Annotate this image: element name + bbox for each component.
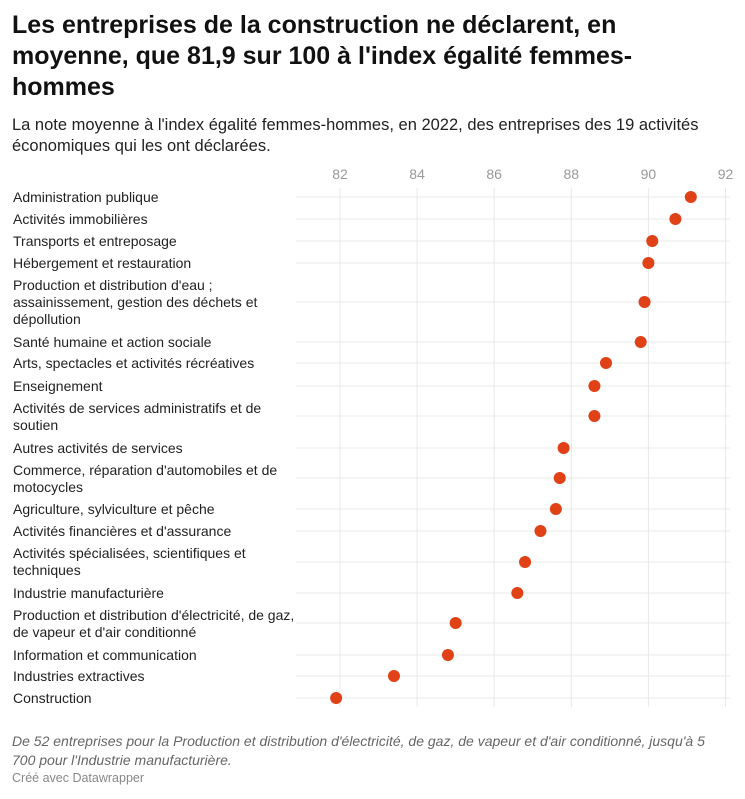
data-point[interactable] bbox=[534, 525, 547, 537]
data-point[interactable] bbox=[684, 191, 697, 203]
data-point[interactable] bbox=[669, 213, 682, 225]
category-label: Industrie manufacturière bbox=[13, 585, 164, 601]
category-label: Production et distribution d'eau ; assai… bbox=[13, 277, 258, 327]
x-tick-label: 82 bbox=[332, 166, 348, 182]
category-label: Activités financières et d'assurance bbox=[13, 523, 232, 539]
chart-title: Les entreprises de la construction ne dé… bbox=[12, 11, 633, 101]
category-label: Hébergement et restauration bbox=[13, 255, 192, 271]
data-point[interactable] bbox=[330, 692, 343, 704]
credit-link[interactable]: Créé avec Datawrapper bbox=[12, 771, 145, 785]
category-label: Administration publique bbox=[13, 189, 159, 205]
data-point[interactable] bbox=[441, 649, 454, 661]
data-point[interactable] bbox=[638, 296, 651, 308]
data-point[interactable] bbox=[511, 587, 524, 599]
x-tick-label: 92 bbox=[717, 166, 734, 182]
data-point[interactable] bbox=[519, 556, 532, 568]
category-label: Industries extractives bbox=[13, 668, 145, 684]
data-point[interactable] bbox=[642, 257, 655, 269]
x-tick-label: 86 bbox=[486, 166, 502, 182]
data-point[interactable] bbox=[557, 442, 570, 454]
data-point[interactable] bbox=[588, 380, 601, 392]
category-label: Enseignement bbox=[13, 378, 103, 394]
category-label: Production et distribution d'électricité… bbox=[13, 607, 295, 640]
data-point[interactable] bbox=[387, 670, 400, 682]
data-point[interactable] bbox=[588, 410, 601, 422]
category-label: Activités spécialisées, scientifiques et… bbox=[13, 545, 246, 578]
category-label: Autres activités de services bbox=[13, 440, 183, 456]
category-label: Construction bbox=[13, 690, 92, 706]
category-label: Activités de services administratifs et … bbox=[13, 400, 262, 433]
chart-subtitle: La note moyenne à l'index égalité femmes… bbox=[12, 116, 699, 155]
category-label: Information et communication bbox=[13, 647, 197, 663]
data-point[interactable] bbox=[646, 235, 659, 247]
category-label: Santé humaine et action sociale bbox=[13, 334, 212, 350]
data-point[interactable] bbox=[553, 472, 566, 484]
category-label: Commerce, réparation d'automobiles et de… bbox=[13, 462, 278, 495]
category-label: Agriculture, sylviculture et pêche bbox=[13, 501, 215, 517]
x-tick-label: 88 bbox=[563, 166, 580, 182]
data-point[interactable] bbox=[549, 503, 562, 515]
category-label: Transports et entreposage bbox=[13, 233, 177, 249]
category-label: Arts, spectacles et activités récréative… bbox=[13, 355, 255, 371]
category-label: Activités immobilières bbox=[13, 211, 148, 227]
data-point[interactable] bbox=[449, 617, 462, 629]
data-point[interactable] bbox=[599, 357, 612, 369]
x-tick-label: 84 bbox=[409, 166, 425, 182]
chart-note: De 52 entreprises pour la Production et … bbox=[12, 733, 705, 768]
data-point[interactable] bbox=[634, 336, 647, 348]
x-tick-label: 90 bbox=[640, 166, 657, 182]
